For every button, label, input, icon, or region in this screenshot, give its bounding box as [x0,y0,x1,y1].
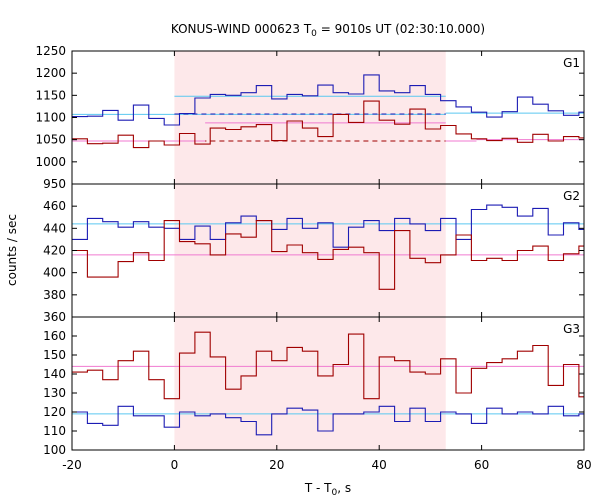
highlight-layer [174,51,446,450]
g1-panel-label: G1 [563,56,580,70]
text-layer: KONUS-WIND 000623 T0 = 9010s UT (02:30:1… [5,22,592,498]
x-axis-label: T - T0, s [304,481,351,498]
g2-y-tick-label: 400 [43,266,66,280]
x-tick-label: 0 [171,458,179,472]
data-layer [72,74,584,436]
g3-series-red [72,331,584,400]
g3-panel-frame [71,316,585,451]
frame-layer [71,50,585,451]
y-axis-label: counts / sec [5,214,19,286]
g2-y-tick-label: 360 [43,310,66,324]
g3-y-tick-label: 140 [43,367,66,381]
g1-series-blue [72,74,584,126]
g1-y-tick-label: 1250 [35,44,66,58]
g2-y-tick-label: 380 [43,288,66,302]
g2-y-tick-label: 420 [43,244,66,258]
chart-title: KONUS-WIND 000623 T0 = 9010s UT (02:30:1… [171,22,485,39]
g1-y-tick-label: 1150 [35,88,66,102]
g1-y-tick-label: 1200 [35,66,66,80]
x-tick-label: 80 [576,458,591,472]
g3-y-tick-label: 110 [43,424,66,438]
g1-series-red [72,100,584,149]
g2-y-tick-label: 440 [43,221,66,235]
g3-series-blue [72,405,584,436]
g1-y-tick-label: 1050 [35,133,66,147]
x-tick-label: 40 [372,458,387,472]
g1-y-tick-label: 1000 [35,155,66,169]
g1-y-tick-label: 1100 [35,111,66,125]
x-tick-label: -20 [62,458,82,472]
g3-y-tick-label: 120 [43,405,66,419]
g2-series-red [72,220,584,290]
g3-y-tick-label: 130 [43,386,66,400]
x-tick-label: 20 [269,458,284,472]
x-tick-label: 60 [474,458,489,472]
g3-y-tick-label: 100 [43,443,66,457]
g2-y-tick-label: 460 [43,199,66,213]
g1-y-tick-label: 950 [43,177,66,191]
highlight-region [174,51,446,450]
g2-panel-label: G2 [563,189,580,203]
g3-panel-label: G3 [563,322,580,336]
g3-y-tick-label: 150 [43,348,66,362]
g3-y-tick-label: 160 [43,329,66,343]
